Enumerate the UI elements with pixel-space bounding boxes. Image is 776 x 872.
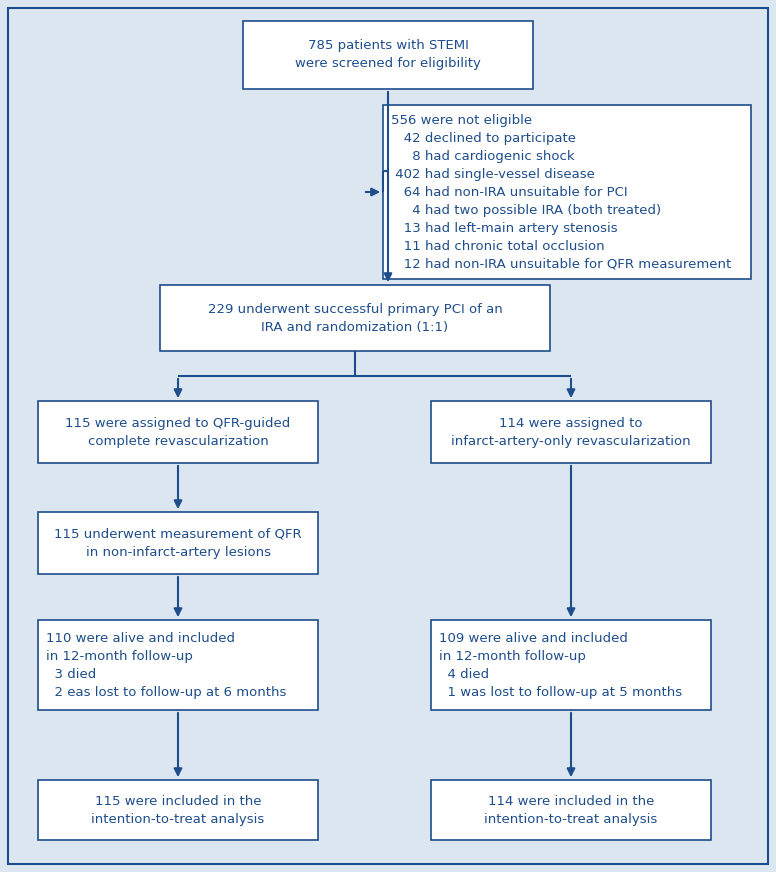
Text: 556 were not eligible
   42 declined to participate
     8 had cardiogenic shock: 556 were not eligible 42 declined to par… xyxy=(391,113,731,270)
Bar xyxy=(38,512,318,574)
Text: 115 were assigned to QFR-guided
complete revascularization: 115 were assigned to QFR-guided complete… xyxy=(65,417,291,447)
Bar xyxy=(38,401,318,463)
Bar xyxy=(243,21,533,89)
Text: 115 underwent measurement of QFR
in non-infarct-artery lesions: 115 underwent measurement of QFR in non-… xyxy=(54,528,302,558)
Bar xyxy=(431,780,711,840)
Bar xyxy=(38,620,318,710)
Text: 114 were included in the
intention-to-treat analysis: 114 were included in the intention-to-tr… xyxy=(484,794,657,826)
Text: 114 were assigned to
infarct-artery-only revascularization: 114 were assigned to infarct-artery-only… xyxy=(451,417,691,447)
Text: 229 underwent successful primary PCI of an
IRA and randomization (1:1): 229 underwent successful primary PCI of … xyxy=(208,303,502,333)
Bar xyxy=(160,285,550,351)
Text: 109 were alive and included
in 12-month follow-up
  4 died
  1 was lost to follo: 109 were alive and included in 12-month … xyxy=(439,631,682,698)
Bar xyxy=(431,401,711,463)
Text: 110 were alive and included
in 12-month follow-up
  3 died
  2 eas lost to follo: 110 were alive and included in 12-month … xyxy=(46,631,286,698)
Bar xyxy=(38,780,318,840)
Text: 785 patients with STEMI
were screened for eligibility: 785 patients with STEMI were screened fo… xyxy=(295,39,481,71)
Text: 115 were included in the
intention-to-treat analysis: 115 were included in the intention-to-tr… xyxy=(92,794,265,826)
Bar xyxy=(431,620,711,710)
Bar xyxy=(383,105,751,279)
